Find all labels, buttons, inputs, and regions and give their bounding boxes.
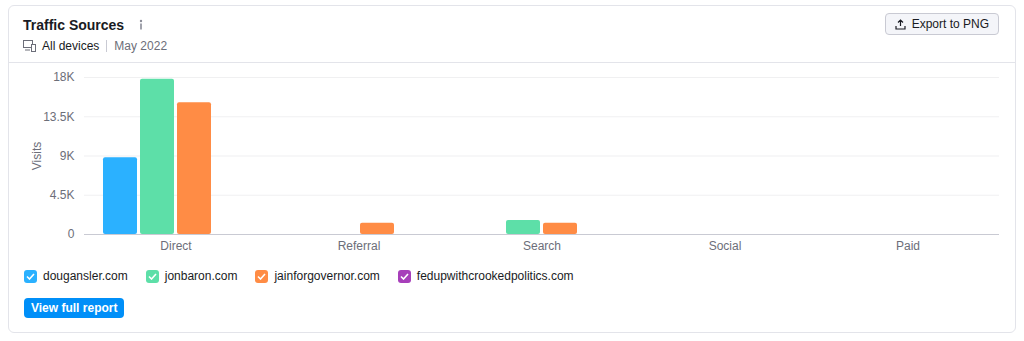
html-text:Export to PNG: Export to PNG bbox=[911, 17, 989, 31]
html-text:View full report: View full report bbox=[31, 301, 118, 315]
html-text:Traffic Sources: Traffic Sources bbox=[23, 17, 125, 33]
svg-text:Social: Social bbox=[709, 239, 742, 253]
html-text:May 2022: May 2022 bbox=[114, 39, 168, 53]
svg-text:Paid: Paid bbox=[896, 239, 920, 253]
html-text:jainforgovernor.com: jainforgovernor.com bbox=[274, 269, 380, 283]
svg-text:9K: 9K bbox=[60, 149, 75, 163]
svg-text:4.5K: 4.5K bbox=[50, 188, 75, 202]
svg-text:13.5K: 13.5K bbox=[43, 110, 74, 124]
svg-text:Direct: Direct bbox=[160, 239, 192, 253]
svg-text:Visits: Visits bbox=[30, 142, 44, 170]
svg-text:0: 0 bbox=[68, 227, 75, 241]
svg-text:18K: 18K bbox=[53, 70, 74, 84]
svg-text:Search: Search bbox=[523, 239, 561, 253]
html-text:jonbaron.com: jonbaron.com bbox=[164, 269, 238, 283]
html-text:dougansler.com: dougansler.com bbox=[43, 269, 128, 283]
html-text:All devices: All devices bbox=[42, 39, 100, 53]
html-text:fedupwithcrookedpolitics.com: fedupwithcrookedpolitics.com bbox=[416, 269, 574, 283]
svg-text:Referral: Referral bbox=[338, 239, 381, 253]
